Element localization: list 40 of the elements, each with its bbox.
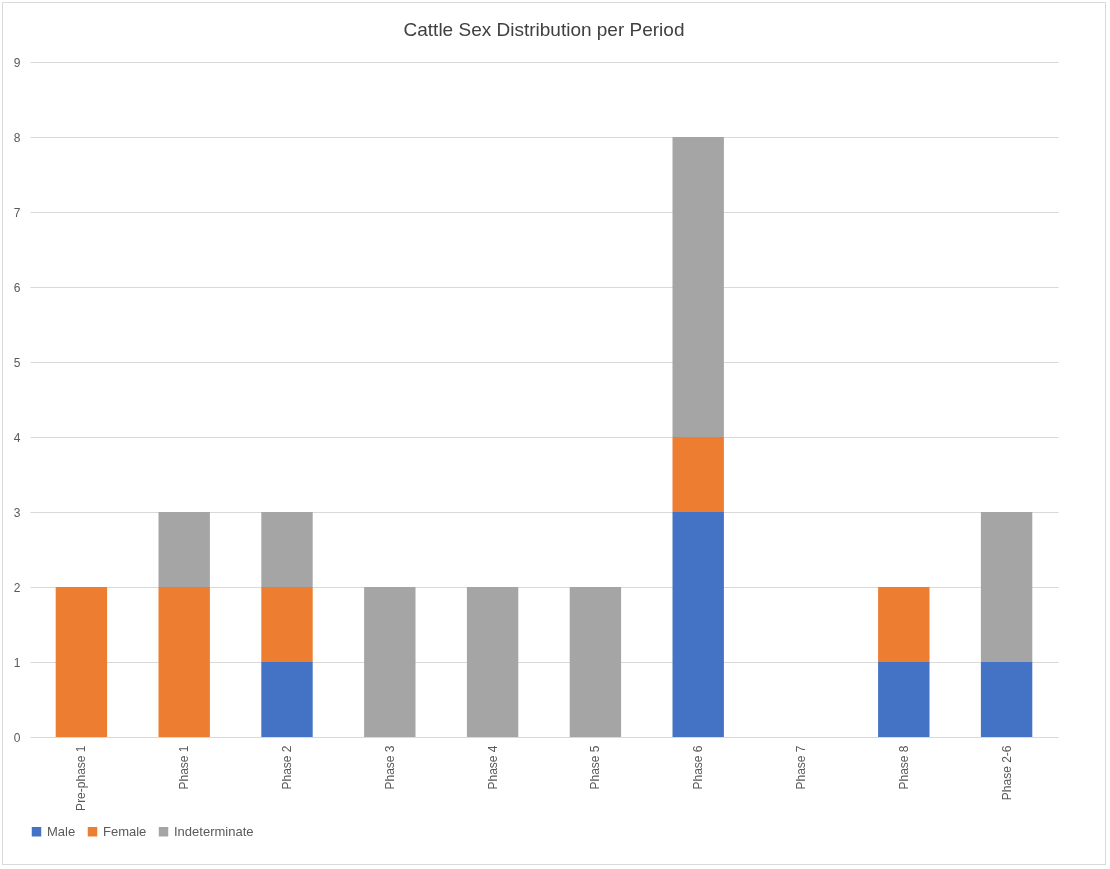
bar [364, 587, 416, 737]
y-tick-label: 1 [13, 655, 21, 670]
x-tick-label: Phase 8 [896, 745, 911, 790]
bar [466, 587, 519, 737]
bar [980, 512, 1033, 662]
y-tick-label: 8 [13, 130, 21, 145]
bar [672, 437, 724, 512]
x-tick-label: Phase 3 [382, 745, 397, 790]
x-tick-label: Pre-phase 1 [74, 745, 89, 811]
legend-label: Male [47, 823, 76, 839]
bar [878, 587, 930, 662]
y-tick-label: 9 [13, 55, 21, 70]
bar [261, 587, 313, 662]
x-tick-label: Phase 2 [280, 745, 294, 790]
x-tick-label: Phase 6 [691, 745, 706, 790]
y-tick-label: 4 [13, 430, 21, 445]
bar [158, 512, 210, 587]
bar [55, 587, 108, 737]
bar [878, 662, 930, 737]
legend-label: Indeterminate [174, 823, 254, 839]
y-tick-label: 5 [13, 355, 21, 370]
bar [980, 662, 1033, 737]
y-tick-label: 6 [13, 280, 21, 295]
y-tick-label: 0 [13, 730, 21, 745]
x-tick-label: Phase 4 [485, 745, 500, 790]
chart-title: Cattle Sex Distribution per Period [403, 19, 685, 40]
bar [672, 512, 724, 737]
bar [569, 587, 622, 737]
y-tick-label: 3 [13, 505, 21, 520]
x-tick-label: Phase 1 [177, 745, 192, 790]
x-tick-label: Phase 2-6 [999, 745, 1014, 801]
bar [158, 587, 210, 737]
y-tick-label: 2 [13, 580, 21, 595]
x-tick-label: Phase 7 [794, 745, 808, 790]
bar [261, 512, 313, 587]
x-tick-label: Phase 5 [588, 745, 603, 790]
y-tick-label: 7 [13, 205, 21, 220]
legend-label: Female [103, 823, 147, 839]
bar [261, 662, 313, 737]
bar [672, 137, 724, 437]
